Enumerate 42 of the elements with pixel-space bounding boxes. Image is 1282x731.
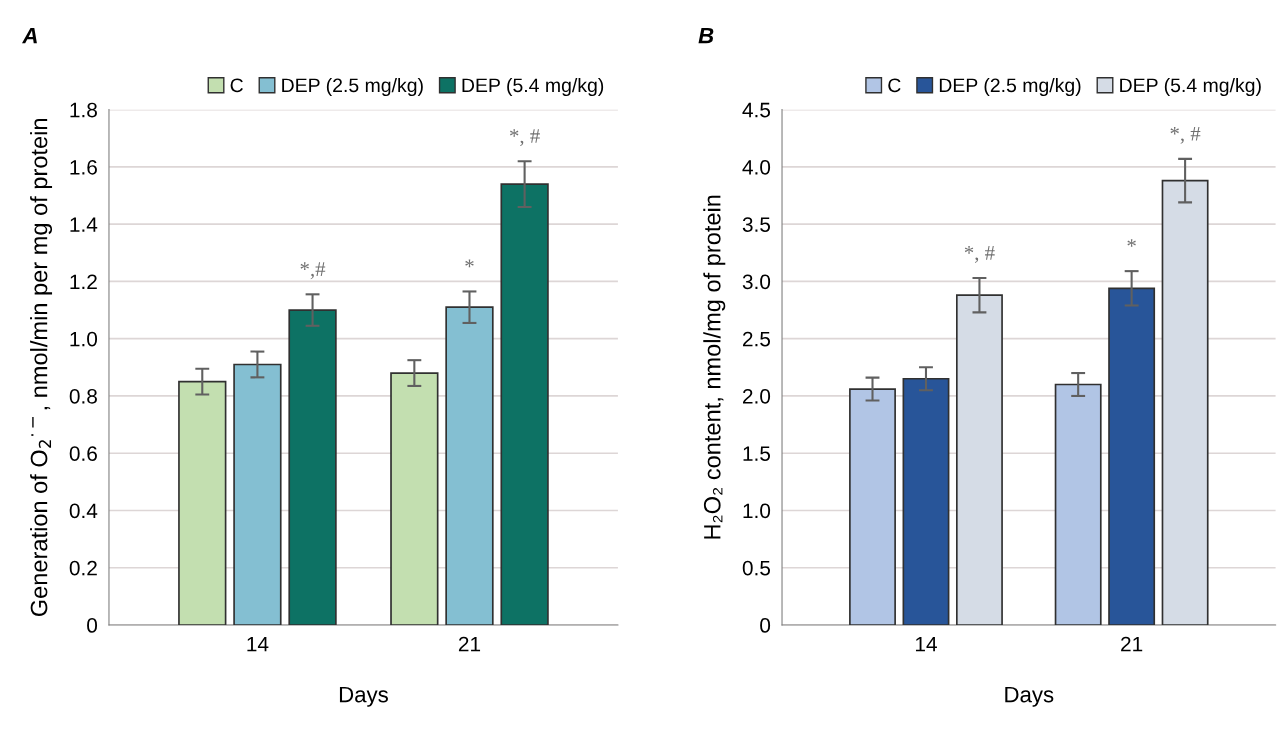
chart-title: B — [698, 27, 714, 44]
data-label: *, # — [964, 246, 995, 263]
y-tick-label: 0 — [87, 618, 98, 633]
y-tick-label: 1.0 — [743, 503, 771, 519]
x-tick-label: 21 — [1121, 636, 1143, 652]
y-axis-title: Generation of O$_{2}$$^{·−}$, nmol/min per mg of protein — [30, 119, 53, 617]
y-tick-label: 1.4 — [70, 217, 98, 232]
y-tick-label: 1.5 — [743, 446, 771, 461]
legend-label: C — [888, 78, 901, 93]
legend-label: DEP (2.5 mg/kg) — [282, 77, 423, 97]
x-axis-title: Days — [1005, 686, 1054, 707]
y-tick-label: 2.0 — [743, 388, 771, 404]
x-tick-label: 14 — [915, 636, 937, 652]
legend-label: DEP (2.5 mg/kg) — [939, 77, 1081, 97]
y-tick-label: 1.2 — [70, 274, 97, 289]
legend-label: C — [230, 78, 243, 93]
x-tick-label: 14 — [247, 636, 269, 652]
y-tick-label: 0.2 — [69, 560, 97, 576]
data-label: * — [1127, 239, 1136, 247]
data-label: *, # — [510, 129, 540, 147]
y-tick-label: 1.8 — [70, 102, 97, 118]
legend-label: DEP (5.4 mg/kg) — [462, 77, 604, 97]
x-tick-label: 21 — [458, 636, 481, 652]
y-tick-label: 2.5 — [743, 331, 771, 347]
y-tick-label: 4.0 — [742, 159, 771, 175]
y-tick-label: 4.5 — [742, 102, 771, 118]
y-tick-label: 0 — [760, 618, 771, 633]
data-label: *,# — [300, 262, 326, 280]
y-tick-label: 1.6 — [70, 159, 97, 175]
y-tick-label: 1.0 — [70, 331, 98, 347]
y-tick-label: 0.5 — [742, 560, 771, 576]
data-label: * — [465, 259, 474, 268]
x-axis-title: Days — [339, 686, 388, 707]
chart-title: A — [21, 27, 37, 44]
y-tick-label: 0.6 — [69, 446, 97, 461]
legend-label: DEP (5.4 mg/kg) — [1120, 77, 1261, 97]
y-tick-label: 0.4 — [69, 503, 98, 519]
y-tick-label: 0.8 — [69, 388, 97, 404]
y-tick-label: 3.0 — [742, 274, 771, 290]
y-tick-label: 3.5 — [742, 217, 771, 232]
data-label: *, # — [1170, 126, 1201, 144]
y-axis-title: H₂O₂ content, nmol/mg of protein — [703, 195, 726, 539]
